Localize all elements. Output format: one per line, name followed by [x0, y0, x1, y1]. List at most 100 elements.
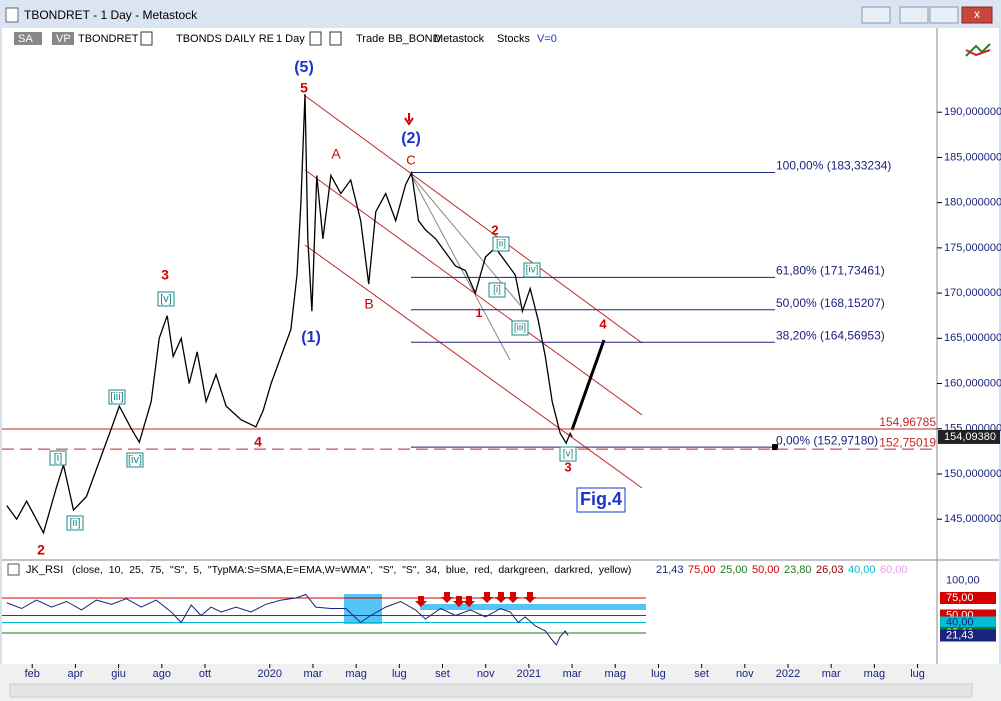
- wave-box: [559, 446, 577, 462]
- wave-label: 3: [161, 267, 169, 283]
- y-tick-label: 175,000000: [944, 242, 1001, 254]
- wave-label: [i]: [54, 452, 63, 464]
- dropdown[interactable]: [309, 31, 322, 46]
- x-tick-label: lug: [392, 668, 407, 680]
- arrow: [404, 113, 414, 126]
- x-tick-label: mar: [822, 668, 841, 680]
- wave-label: (1): [301, 329, 321, 346]
- toolbar-item[interactable]: TBONDS DAILY RE: [176, 33, 274, 45]
- fib-label: 50,00% (168,15207): [776, 296, 885, 310]
- close-indicator[interactable]: [7, 563, 20, 576]
- toolbar-item[interactable]: 1 Day: [276, 33, 305, 45]
- indicator-params: (close, 10, 25, 75, "S", 5, "TypMA:S=SMA…: [72, 564, 631, 576]
- y-tick-label: 180,000000: [944, 197, 1001, 209]
- wave-label: C: [406, 152, 415, 167]
- series-line: [6, 593, 569, 646]
- y-tick-label: 160,000000: [944, 377, 1001, 389]
- y-tick-label: 185,000000: [944, 151, 1001, 163]
- x-tick-label: ago: [153, 668, 171, 680]
- x-tick-label: feb: [25, 668, 40, 680]
- wave-label: [iv]: [128, 454, 142, 466]
- x-tick-label: nov: [736, 668, 754, 680]
- x-tick-label: set: [694, 668, 709, 680]
- wave-label: 2: [37, 542, 45, 558]
- wave-label: [i]: [493, 285, 501, 296]
- wave-label: [iii]: [110, 391, 123, 403]
- y-tick-label: 40,00: [946, 616, 974, 628]
- last-price-box: [938, 429, 1000, 444]
- toolbar-item[interactable]: Stocks: [497, 33, 531, 45]
- fib-label: 61,80% (171,73461): [776, 264, 885, 278]
- wave-label: 1: [476, 306, 483, 320]
- wave-box: [126, 452, 144, 468]
- indicator-readout: 75,00: [688, 564, 716, 576]
- wave-label: [v]: [160, 293, 172, 305]
- toolbar-item[interactable]: VP: [56, 33, 71, 45]
- y-tick-box: [940, 591, 996, 604]
- wave-label: (2): [401, 130, 421, 147]
- x-tick-label: nov: [477, 668, 495, 680]
- scrollbar[interactable]: [9, 683, 973, 698]
- x-tick-label: lug: [910, 668, 925, 680]
- y-tick-label: 75,00: [946, 592, 974, 604]
- wave-label: B: [364, 296, 373, 312]
- indicator-readout: 60,00: [880, 564, 908, 576]
- wave-label: (5): [294, 59, 314, 76]
- y-tick-label: 190,000000: [944, 106, 1001, 118]
- last-price-label: 154,09380: [944, 431, 996, 443]
- indicator-readout: 50,00: [752, 564, 780, 576]
- wave-box: [108, 389, 126, 405]
- x-tick-label: 2022: [776, 668, 800, 680]
- wave-label: [v]: [563, 449, 574, 460]
- axis-bg: [937, 28, 999, 664]
- wave-label: 4: [599, 316, 607, 331]
- indicator-readout: 25,00: [720, 564, 748, 576]
- highlight: [420, 604, 646, 610]
- title-bar: [0, 0, 1001, 28]
- x-tick-label: mar: [303, 668, 322, 680]
- toolbar-item[interactable]: TBONDRET: [78, 33, 139, 45]
- indicator-readout: 40,00: [848, 564, 876, 576]
- toolbar-button[interactable]: [52, 32, 74, 45]
- toolbar-item[interactable]: Trade: [356, 33, 384, 45]
- h-line-label: 154,96785: [879, 415, 936, 429]
- toolbar-button[interactable]: [14, 32, 42, 45]
- wave-label: 5: [300, 80, 308, 96]
- wave-label: [ii]: [496, 239, 506, 250]
- wave-box: [511, 320, 529, 336]
- toolbar-item[interactable]: Metastock: [434, 33, 485, 45]
- indicator-readout: 26,03: [816, 564, 844, 576]
- toolbar-item[interactable]: BB_BOND: [388, 33, 441, 45]
- wave-label: 4: [254, 434, 262, 450]
- wave-box: [488, 282, 506, 298]
- wave-label: 2: [491, 222, 498, 237]
- fib-marker: [772, 444, 778, 451]
- app-icon: [5, 7, 19, 23]
- wave-label: 3: [564, 459, 571, 474]
- window-buttons[interactable]: x: [861, 6, 993, 24]
- dropdown[interactable]: [329, 31, 342, 46]
- wave-label: [iv]: [526, 265, 539, 276]
- fib-label: 0,00% (152,97180): [776, 433, 878, 447]
- wave-label: [iii]: [514, 323, 526, 334]
- wave-label: A: [331, 146, 341, 162]
- toolbar-item[interactable]: V=0: [537, 33, 557, 45]
- wave-box: [66, 515, 84, 531]
- svg-text:x: x: [974, 7, 980, 21]
- window-icon[interactable]: [965, 43, 991, 57]
- x-tick-label: mag: [864, 668, 885, 680]
- projection: [570, 339, 606, 431]
- x-tick-label: mar: [563, 668, 582, 680]
- toolbar-item[interactable]: SA: [18, 33, 33, 45]
- x-tick-label: apr: [67, 668, 83, 680]
- x-tick-label: mag: [345, 668, 366, 680]
- indicator-title: JK_RSI: [26, 564, 63, 576]
- x-tick-label: giu: [111, 668, 126, 680]
- dropdown[interactable]: [140, 31, 153, 46]
- x-tick-label: set: [435, 668, 450, 680]
- x-tick-label: ott: [199, 668, 211, 680]
- x-tick-label: 2020: [258, 668, 282, 680]
- wave-label: Fig.4: [580, 489, 622, 509]
